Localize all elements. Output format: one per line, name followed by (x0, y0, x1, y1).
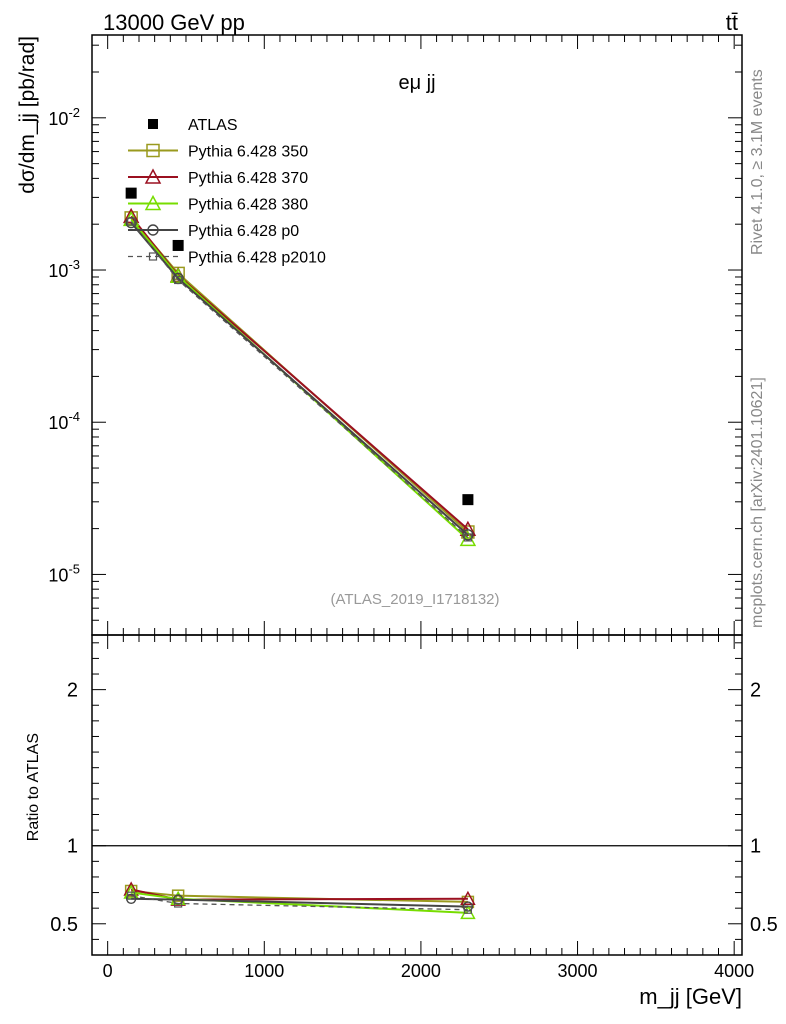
y-axis-label: dσ/dm_jj [pb/rad] (16, 36, 39, 194)
main-series (122, 187, 477, 547)
axis-ticks (92, 35, 742, 955)
header-right: tt̄ (726, 10, 738, 35)
ratio-y-tick-label: 1 (67, 836, 78, 858)
tick-labels: 0 1000 2000 3000 4000 10-5 10-4 10-3 10-2 0.5 0.5 1… (48, 105, 777, 981)
x-tick-label: 0 (103, 961, 113, 981)
data-point (147, 224, 159, 236)
ratio-y-tick-label: 0.5 (750, 914, 778, 936)
analysis-label: (ATLAS_2019_I1718132) (330, 591, 499, 608)
data-point (463, 533, 473, 542)
y-tick-label: 10-2 (48, 105, 80, 129)
x-axis-label: m_jj [GeV] (639, 984, 742, 1009)
data-point (127, 217, 136, 226)
legend: ATLAS Pythia 6.428 350 Pythia 6.428 370 Pyt… (128, 117, 326, 267)
y-tick-label: 10-5 (48, 561, 80, 585)
data-point (148, 119, 158, 129)
legend-label: Pythia 6.428 380 (188, 197, 308, 214)
data-point (174, 899, 183, 908)
plot-title: eμ jj (398, 72, 435, 94)
header-left: 13000 GeV pp (103, 10, 245, 35)
legend-label: Pythia 6.428 p0 (188, 223, 299, 240)
legend-label: ATLAS (188, 117, 238, 134)
series-line (130, 221, 469, 536)
legend-label: Pythia 6.428 p2010 (188, 250, 326, 267)
y-tick-label: 10-4 (48, 409, 80, 433)
rivet-label: Rivet 4.1.0, ≥ 3.1M events (749, 69, 766, 255)
data-point (172, 239, 184, 251)
ratio-y-tick-label: 2 (67, 680, 78, 702)
data-point (462, 529, 474, 541)
ratio-y-tick-label: 2 (750, 680, 761, 702)
data-point (146, 143, 160, 158)
x-tick-label: 2000 (401, 961, 441, 981)
ratio-y-tick-label: 1 (750, 836, 761, 858)
data-point (174, 275, 183, 285)
legend-label: Pythia 6.428 350 (188, 144, 308, 161)
series-line (130, 221, 469, 538)
ratio-y-tick-label: 0.5 (50, 914, 78, 936)
data-point (171, 889, 185, 902)
x-tick-label: 4000 (714, 961, 754, 981)
data-point (459, 520, 477, 537)
legend-label: Pythia 6.428 370 (188, 170, 308, 187)
data-point (462, 494, 474, 506)
x-tick-label: 1000 (244, 961, 284, 981)
ratio-y-axis-label: Ratio to ATLAS (25, 733, 42, 841)
data-point (462, 901, 474, 912)
ratio-panel-frame (91, 634, 743, 956)
data-point (460, 890, 476, 906)
data-point (144, 194, 162, 211)
y-tick-label: 10-3 (48, 257, 80, 281)
data-point (463, 905, 473, 914)
mcplots-label: mcplots.cern.ch [arXiv:2401.10621] (749, 377, 766, 628)
data-point (127, 891, 136, 900)
ratio-series (123, 881, 476, 920)
data-point (148, 252, 158, 261)
data-point (125, 187, 137, 199)
data-point (144, 168, 162, 184)
x-tick-label: 3000 (558, 961, 598, 981)
data-point (125, 893, 137, 905)
ratio-series-line (131, 895, 468, 911)
